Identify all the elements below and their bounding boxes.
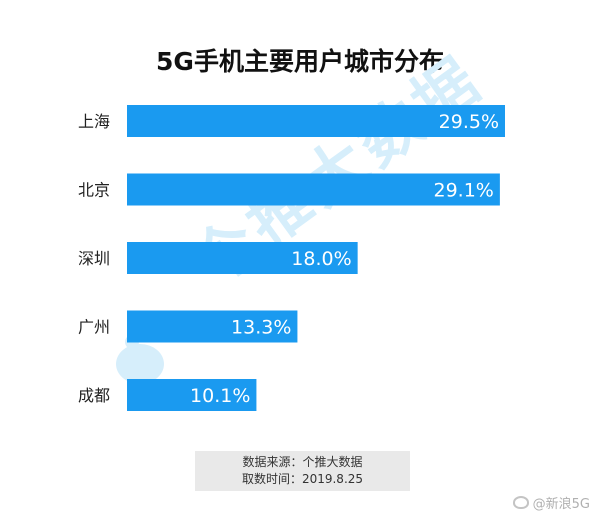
weibo-watermark: @新浪5G — [512, 493, 590, 512]
date-line: 取数时间：2019.8.25 — [241, 472, 364, 486]
category-label: 上海 — [78, 112, 110, 131]
category-label: 成都 — [78, 386, 110, 405]
source-line: 数据来源：个推大数据 — [242, 455, 363, 469]
weibo-icon — [512, 496, 529, 509]
category-label: 广州 — [78, 318, 110, 337]
category-label: 深圳 — [78, 249, 110, 268]
weibo-handle: @新浪5G — [532, 497, 590, 512]
data-label: 29.5% — [439, 111, 499, 133]
category-label: 北京 — [78, 181, 110, 200]
bar — [127, 105, 505, 137]
data-label: 13.3% — [231, 317, 291, 339]
bar — [127, 242, 358, 274]
bar — [127, 310, 298, 343]
data-label: 29.1% — [434, 180, 494, 202]
source-box: 数据来源：个推大数据 取数时间：2019.8.25 — [195, 451, 410, 491]
chart-title: 5G手机主要用户城市分布 — [156, 47, 444, 76]
bar — [127, 379, 257, 411]
data-label: 18.0% — [291, 248, 351, 270]
data-label: 10.1% — [190, 385, 250, 407]
bar — [127, 173, 500, 206]
